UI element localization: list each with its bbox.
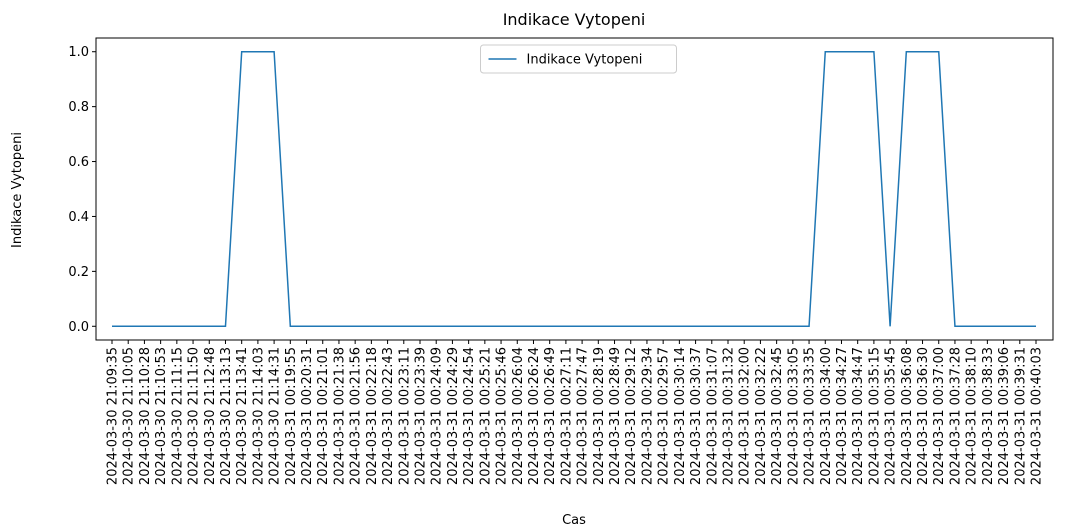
x-tick-label: 2024-03-30 21:11:50 [187,347,202,485]
x-tick-label: 2024-03-30 21:10:53 [154,347,169,485]
x-tick-label: 2024-03-30 21:13:41 [235,347,250,485]
x-tick-label: 2024-03-31 00:26:24 [527,347,542,485]
x-tick-label: 2024-03-31 00:32:00 [738,347,753,485]
x-tick-label: 2024-03-31 00:35:45 [884,347,899,485]
x-tick-label: 2024-03-30 21:11:15 [170,347,185,485]
x-tick-label: 2024-03-31 00:34:47 [851,347,866,485]
x-tick-label: 2024-03-31 00:24:29 [446,347,461,485]
x-tick-label: 2024-03-31 00:26:49 [543,347,558,485]
x-tick-label: 2024-03-31 00:34:00 [819,347,834,485]
y-axis-label: Indikace Vytopeni [10,132,25,248]
y-tick-label: 0.2 [68,265,89,280]
x-tick-label: 2024-03-31 00:25:21 [478,347,493,485]
x-tick-label: 2024-03-31 00:22:43 [381,347,396,485]
x-tick-label: 2024-03-31 00:28:19 [592,347,607,485]
x-tick-label: 2024-03-30 21:10:05 [122,347,137,485]
x-tick-label: 2024-03-31 00:22:18 [365,347,380,485]
x-tick-label: 2024-03-31 00:23:11 [397,347,412,485]
x-tick-label: 2024-03-30 21:09:35 [106,347,121,485]
legend-box [480,44,677,74]
plot-frame [95,37,1054,341]
x-tick-label: 2024-03-31 00:29:34 [640,347,655,485]
x-tick-label: 2024-03-30 21:14:03 [251,347,266,485]
x-tick-label: 2024-03-31 00:30:37 [689,347,704,485]
x-axis-label: Cas [562,513,586,528]
x-tick-label: 2024-03-31 00:21:38 [332,347,347,485]
y-tick-label: 0.0 [68,320,89,335]
x-tick-label: 2024-03-31 00:40:03 [1030,347,1045,485]
x-tick-label: 2024-03-31 00:32:22 [754,347,769,485]
x-tick-label: 2024-03-31 00:39:06 [997,347,1012,485]
legend-label: Indikace Vytopeni [527,53,643,68]
x-tick-label: 2024-03-31 00:24:54 [462,347,477,485]
x-tick-label: 2024-03-31 00:37:00 [932,347,947,485]
x-tick-label: 2024-03-31 00:21:01 [316,347,331,485]
x-tick-label: 2024-03-31 00:34:27 [835,347,850,485]
y-tick-label: 0.6 [68,155,89,170]
x-tick-label: 2024-03-31 00:36:08 [900,347,915,485]
x-tick-label: 2024-03-31 00:33:35 [803,347,818,485]
x-tick-label: 2024-03-31 00:21:56 [349,347,364,485]
x-tick-label: 2024-03-31 00:20:31 [300,347,315,485]
x-tick-label: 2024-03-31 00:32:45 [770,347,785,485]
x-tick-label: 2024-03-31 00:38:10 [965,347,980,485]
x-tick-label: 2024-03-30 21:12:48 [203,347,218,485]
line-series [112,50,1036,328]
x-tick-label: 2024-03-31 00:31:32 [722,347,737,485]
x-tick-label: 2024-03-31 00:30:14 [673,347,688,485]
x-tick-label: 2024-03-31 00:37:28 [948,347,963,485]
x-tick-label: 2024-03-31 00:23:39 [414,347,429,485]
x-tick-label: 2024-03-31 00:33:05 [786,347,801,485]
x-tick-label: 2024-03-31 00:19:55 [284,347,299,485]
x-tick-label: 2024-03-31 00:31:07 [705,347,720,485]
x-tick-label: 2024-03-31 00:27:11 [559,347,574,485]
x-tick-label: 2024-03-31 00:29:12 [624,347,639,485]
x-tick-label: 2024-03-31 00:28:49 [608,347,623,485]
x-tick-label: 2024-03-31 00:38:33 [981,347,996,485]
chart-title: Indikace Vytopeni [503,10,646,29]
y-tick-label: 1.0 [68,45,89,60]
x-tick-label: 2024-03-30 21:14:31 [268,347,283,485]
x-tick-label: 2024-03-31 00:29:57 [657,347,672,485]
legend: Indikace Vytopeni [480,44,677,74]
x-tick-label: 2024-03-31 00:26:04 [511,347,526,485]
x-tick-label: 2024-03-30 21:13:13 [219,347,234,485]
y-tick-label: 0.4 [68,210,89,225]
x-tick-label: 2024-03-31 00:36:30 [916,347,931,485]
y-tick-label: 0.8 [68,100,89,115]
x-tick-label: 2024-03-31 00:24:09 [430,347,445,485]
x-tick-label: 2024-03-31 00:39:31 [1013,347,1028,485]
x-tick-label: 2024-03-31 00:27:47 [576,347,591,485]
x-tick-label: 2024-03-31 00:25:46 [495,347,510,485]
x-tick-label: 2024-03-30 21:10:28 [138,347,153,485]
x-tick-label: 2024-03-31 00:35:15 [867,347,882,485]
